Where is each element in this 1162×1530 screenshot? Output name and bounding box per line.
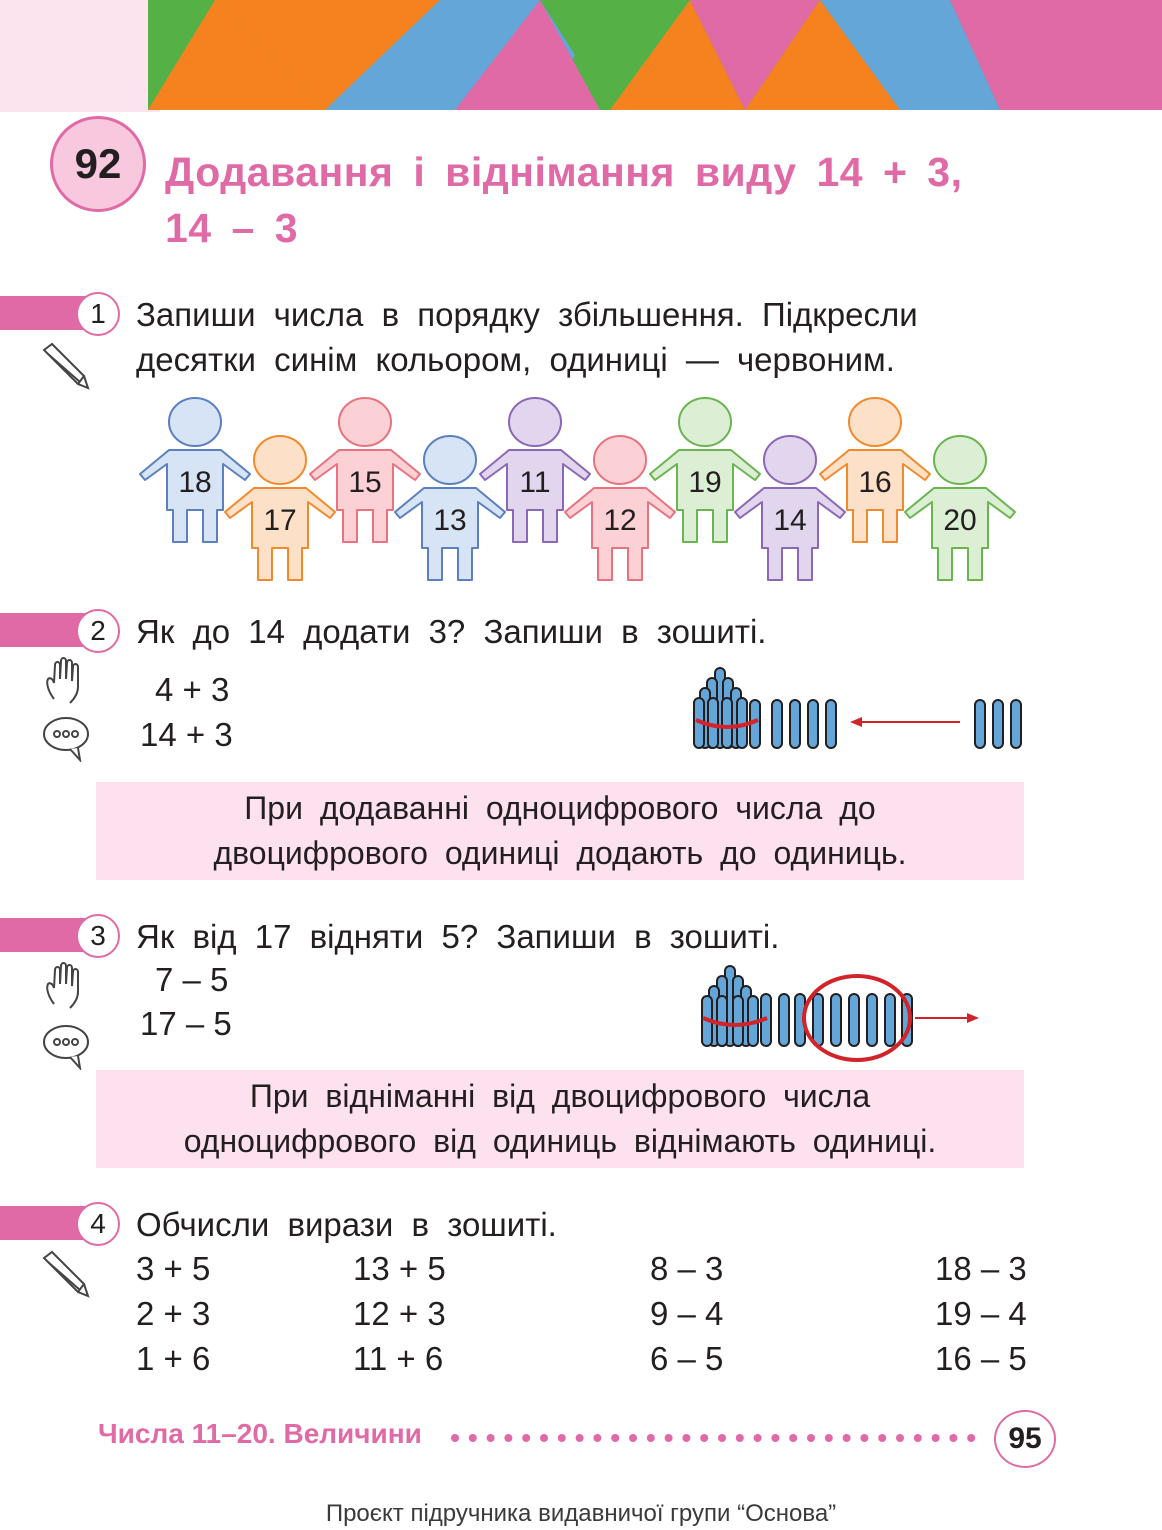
hand-icon — [46, 962, 79, 1009]
figure-number-label: 16 — [858, 466, 891, 499]
task1-line2: десятки синім кольором, одиниці — червон… — [136, 341, 895, 378]
expression-column-1: 3 + 5 2 + 3 1 + 6 — [136, 1246, 210, 1381]
lesson-number-badge: 92 — [50, 116, 146, 212]
task4-instructions: Обчисли вирази в зошиті. — [136, 1206, 557, 1243]
speech-bubble-icon — [43, 717, 89, 762]
child-figure: 11 — [479, 397, 591, 543]
child-figure: 13 — [394, 435, 506, 581]
expression: 2 + 3 — [136, 1295, 211, 1332]
subtraction-rule-box: При відніманні від двоцифрового числа од… — [96, 1070, 1024, 1168]
credit-line: Проєкт підручника видавничої групи “Осно… — [325, 1500, 837, 1527]
expression: 8 – 3 — [650, 1250, 724, 1287]
task3-expression-1: 7 – 5 — [155, 961, 229, 998]
speech-bubble-icon — [43, 1025, 89, 1070]
children-figures: 18 17 15 13 11 12 19 14 16 20 — [139, 397, 1016, 581]
sticks-addition-illustration — [693, 667, 1022, 749]
figure-number-label: 12 — [603, 504, 636, 537]
addition-rule-box: При додаванні одноцифрового числа до дво… — [96, 782, 1024, 880]
child-figure: 16 — [819, 397, 931, 543]
figure-number-label: 15 — [348, 466, 381, 499]
figure-number-label: 19 — [688, 466, 721, 499]
addition-rule-line1: При додаванні одноцифрового числа до — [244, 790, 876, 826]
top-banner — [0, 0, 1162, 112]
task3-expression-2: 17 – 5 — [140, 1005, 232, 1042]
subtraction-rule-line2: одноцифрового від одиниць віднімають оди… — [183, 1123, 937, 1159]
figure-number-label: 18 — [178, 466, 211, 499]
expression: 1 + 6 — [136, 1340, 211, 1377]
task2-expression-1: 4 + 3 — [155, 671, 230, 708]
child-figure: 18 — [139, 397, 251, 543]
expression: 9 – 4 — [650, 1295, 724, 1332]
figure-number-label: 14 — [773, 504, 806, 537]
expression: 13 + 5 — [353, 1250, 446, 1287]
expression: 19 – 4 — [935, 1295, 1027, 1332]
lesson-title-line2: 14 – 3 — [165, 205, 298, 251]
child-figure: 19 — [649, 397, 761, 543]
addition-rule-line2: двоцифрового одиниці додають до одиниць. — [213, 835, 907, 871]
child-figure: 12 — [564, 435, 676, 581]
pencil-icon — [42, 1250, 90, 1298]
task-number-badge: 2 — [76, 609, 120, 653]
expression: 6 – 5 — [650, 1340, 724, 1377]
page-number: 95 — [994, 1410, 1056, 1468]
section-title: Числа 11–20. Величини — [98, 1418, 422, 1449]
subtraction-rule-line1: При відніманні від двоцифрового числа — [249, 1078, 871, 1114]
figure-number-label: 20 — [943, 504, 976, 537]
task-number-badge: 4 — [76, 1202, 120, 1246]
lesson-title: Додавання і віднімання виду 14 + 3, 14 –… — [165, 144, 1125, 256]
task1-instructions: Запиши числа в порядку збільшення. Підкр… — [136, 292, 1036, 382]
expression-column-3: 8 – 3 9 – 4 6 – 5 — [650, 1246, 723, 1381]
task2-instructions: Як до 14 додати 3? Запиши в зошиті. — [136, 613, 767, 650]
expression-column-4: 18 – 3 19 – 4 16 – 5 — [935, 1246, 1027, 1381]
child-figure: 14 — [734, 435, 846, 581]
expression: 11 + 6 — [353, 1340, 444, 1377]
expression: 3 + 5 — [136, 1250, 211, 1287]
task3-instructions: Як від 17 відняти 5? Запиши в зошиті. — [136, 918, 780, 955]
task-number-badge: 3 — [76, 914, 120, 958]
child-figure: 20 — [904, 435, 1016, 581]
sticks-subtraction-illustration — [701, 965, 979, 1062]
figure-number-label: 11 — [519, 466, 550, 499]
child-figure: 15 — [309, 397, 421, 543]
lesson-title-line1: Додавання і віднімання виду 14 + 3, — [165, 149, 963, 195]
dotted-leader — [451, 1434, 976, 1442]
figure-number-label: 17 — [263, 504, 296, 537]
expression-column-2: 13 + 5 12 + 3 11 + 6 — [353, 1246, 446, 1381]
expression: 16 – 5 — [935, 1340, 1027, 1377]
task2-expression-2: 14 + 3 — [140, 716, 233, 753]
task1-line1: Запиши числа в порядку збільшення. Підкр… — [136, 296, 918, 333]
expression: 18 – 3 — [935, 1250, 1027, 1287]
hand-icon — [46, 657, 79, 704]
pencil-icon — [42, 342, 90, 390]
expression: 12 + 3 — [353, 1295, 446, 1332]
task-number-badge: 1 — [76, 292, 120, 336]
figure-number-label: 13 — [433, 504, 466, 537]
child-figure: 17 — [224, 435, 336, 581]
